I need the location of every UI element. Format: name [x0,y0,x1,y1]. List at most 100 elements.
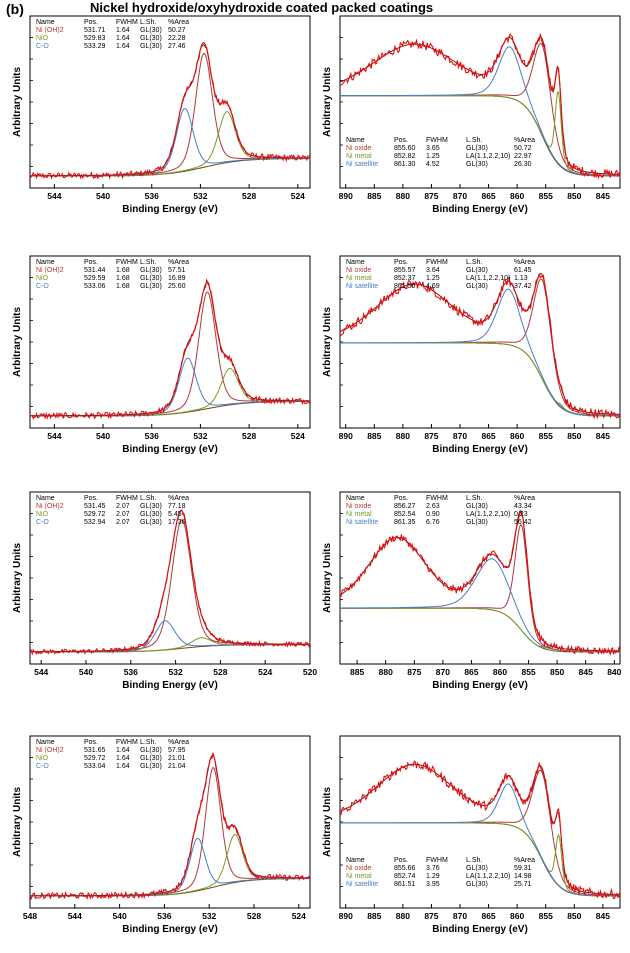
y-axis-title: Arbitrary Units [12,307,23,377]
x-tick-label: 880 [396,911,410,921]
x-tick-label: 548 [23,911,37,921]
legend-header-cell: FWHM [116,19,138,26]
legend-header-cell: %Area [168,495,189,502]
x-tick-label: 880 [379,667,393,677]
x-tick-label: 875 [424,911,438,921]
legend-header-cell: Name [36,19,55,26]
legend-header-cell: %Area [514,137,535,144]
legend-value: 59.31 [514,865,532,872]
chart-panel-5: 544 540 536 532 528 524 520 Binding Energy (eV)… [12,491,317,691]
component-peak-3 [340,783,620,897]
x-tick-label: 544 [47,431,61,441]
figure-title: Nickel hydroxide/oxyhydroxide coated pac… [90,0,433,15]
x-tick-label: 528 [213,667,227,677]
legend-header-cell: Pos. [84,19,98,26]
legend-table: Name Pos. FWHM L.Sh. %Area Ni (OH)2 531.71 1.64… [36,19,189,50]
x-tick-label: 524 [291,191,305,201]
legend-value: GL(30) [466,503,488,510]
legend-value: GL(30) [140,511,162,518]
y-axis-title: Arbitrary Units [322,543,333,613]
legend-series-name: Ni metal [346,873,372,880]
legend-value: GL(30) [140,763,162,770]
chart-panel-4: 890 885 880 875 870 865 860 855 850 845 Binding En… [322,255,621,455]
x-axis-title: Binding Energy (eV) [432,924,528,935]
x-tick-label: 855 [539,911,553,921]
plot-frame [339,491,621,665]
legend-value: 861.35 [394,519,416,526]
x-tick-label: 860 [510,431,524,441]
legend-value: 27.46 [168,43,186,50]
legend-series-name: Ni metal [346,153,372,160]
legend-value: 56.42 [514,519,532,526]
legend-value: 0.90 [426,511,440,518]
x-axis-title: Binding Energy (eV) [122,204,218,215]
legend-value: 4.69 [426,283,440,290]
legend-value: 1.25 [426,153,440,160]
x-tick-label: 845 [596,431,610,441]
legend-value: 4.52 [426,161,440,168]
x-tick-label: 536 [157,911,171,921]
legend-series-name: NiO [36,35,49,42]
legend-value: 2.07 [116,503,130,510]
legend-value: GL(30) [140,43,162,50]
legend-value: 533.29 [84,43,106,50]
component-peak-3 [340,288,620,417]
legend-value: 531.71 [84,27,106,34]
x-tick-label: 870 [436,667,450,677]
x-tick-label: 885 [350,667,364,677]
legend-series-name: Ni satellite [346,283,378,290]
legend-value: 14.98 [514,873,532,880]
legend-value: GL(30) [466,267,488,274]
x-tick-label: 855 [539,191,553,201]
x-tick-label: 880 [396,431,410,441]
legend-value: 50.72 [514,145,532,152]
raw-data-line [339,32,621,180]
legend-value: LA(1.1,2.2,10) [466,153,510,160]
x-tick-label: 865 [481,911,495,921]
x-tick-label: 855 [521,667,535,677]
plot-frame [339,15,621,189]
x-tick-label: 875 [407,667,421,677]
raw-data-line [29,278,311,420]
legend-header-cell: Pos. [84,495,98,502]
x-tick-label: 532 [193,191,207,201]
legend-value: 861.30 [394,161,416,168]
x-tick-label: 885 [367,911,381,921]
legend-table: Name Pos. FWHM L.Sh. %Area Ni oxide 855.66 3.76… [346,857,535,888]
legend-value: 37.42 [514,283,532,290]
legend-value: GL(30) [466,519,488,526]
legend-value: 852.54 [394,511,416,518]
legend-value: 57.51 [168,267,186,274]
plot-frame [29,491,311,665]
y-axis-title: Arbitrary Units [12,787,23,857]
x-tick-label: 885 [367,431,381,441]
legend-value: 61.45 [514,267,532,274]
x-tick-label: 850 [567,911,581,921]
x-tick-label: 880 [396,191,410,201]
legend-header-cell: Name [346,495,365,502]
legend-value: GL(30) [140,519,162,526]
legend-value: 852.37 [394,275,416,282]
legend-header-cell: %Area [514,857,535,864]
chart-panel-3: 544 540 536 532 528 524 Binding Energy (eV) Arb… [12,255,311,455]
raw-data-line [29,43,311,180]
legend-header-cell: Name [346,259,365,266]
x-axis-title: Binding Energy (eV) [122,680,218,691]
legend-value: LA(1.1,2.2,10) [466,873,510,880]
x-tick-label: 536 [124,667,138,677]
chart-panel-6: 885 880 875 870 865 860 855 850 845 840 Binding En… [322,491,622,691]
legend-value: 1.13 [514,275,528,282]
legend-value: GL(30) [140,35,162,42]
legend-series-name: Ni oxide [346,145,371,152]
legend-header-cell: Pos. [394,137,408,144]
legend-value: 855.66 [394,865,416,872]
legend-value: 6.76 [426,519,440,526]
legend-series-name: Ni (OH)2 [36,27,64,34]
raw-data-line [339,511,621,656]
chart-panel-1: 544 540 536 532 528 524 Binding Energy (eV) Arb… [12,15,311,215]
legend-series-name: Ni satellite [346,161,378,168]
legend-series-name: NiO [36,511,49,518]
y-axis-title: Arbitrary Units [322,67,333,137]
legend-series-name: NiO [36,755,49,762]
legend-header-cell: FWHM [116,259,138,266]
